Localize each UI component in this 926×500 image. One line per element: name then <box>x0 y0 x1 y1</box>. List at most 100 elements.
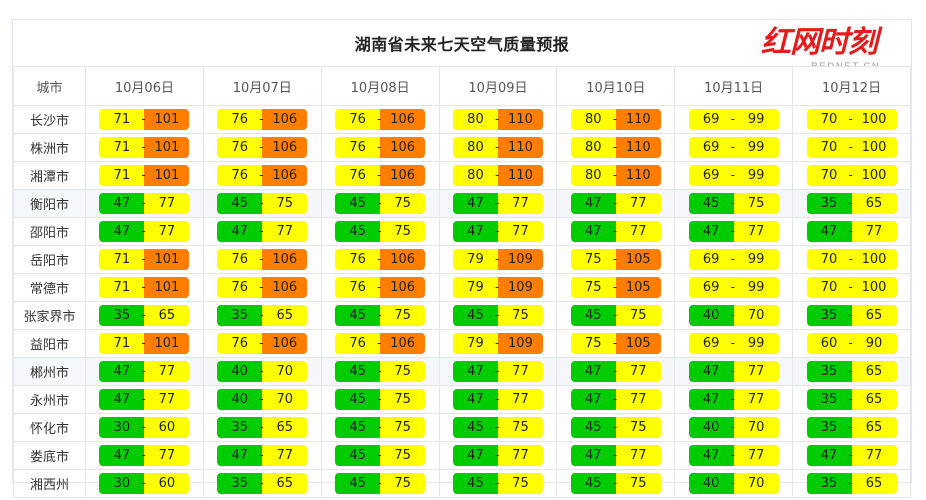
aqi-cell: 47 77 <box>792 217 911 246</box>
aqi-range-badge: 47 77 <box>99 445 190 466</box>
aqi-cell: 40 70 <box>674 469 794 498</box>
aqi-cell: 76 106 <box>320 105 440 134</box>
aqi-low-value: 76 <box>217 277 263 298</box>
aqi-cell: 47 77 <box>85 357 204 386</box>
aqi-cell: 70 100 <box>792 245 911 274</box>
aqi-low-value: 80 <box>570 165 616 186</box>
aqi-high-value: 60 <box>144 473 190 494</box>
aqi-high-value: 75 <box>497 417 543 438</box>
aqi-high-value: 75 <box>497 473 543 494</box>
aqi-range-badge: 79 109 <box>452 277 543 298</box>
aqi-high-value: 77 <box>262 221 308 242</box>
aqi-low-value: 71 <box>99 137 145 158</box>
aqi-high-value: 75 <box>615 473 661 494</box>
aqi-range-badge: 80 110 <box>452 137 543 158</box>
aqi-cell: 76 106 <box>202 329 322 358</box>
aqi-low-value: 40 <box>217 389 263 410</box>
aqi-cell: 45 75 <box>320 189 440 218</box>
aqi-high-value: 75 <box>380 473 426 494</box>
aqi-range-badge: 47 77 <box>217 221 308 242</box>
aqi-high-value: 65 <box>851 473 897 494</box>
aqi-range-badge: 45 75 <box>335 221 426 242</box>
aqi-cell: 71 101 <box>85 245 204 274</box>
aqi-low-value: 47 <box>452 445 498 466</box>
aqi-high-value: 110 <box>615 109 661 130</box>
aqi-cell: 76 106 <box>320 329 440 358</box>
aqi-range-badge: 45 75 <box>570 417 661 438</box>
aqi-range-badge: 47 77 <box>99 221 190 242</box>
aqi-low-value: 45 <box>452 473 498 494</box>
forecast-panel: 湖南省未来七天空气质量预报 红网时刻 REDNET.CN 城市 10月06日10… <box>12 19 912 498</box>
aqi-low-value: 45 <box>335 389 381 410</box>
aqi-cell: 69 99 <box>674 273 794 302</box>
aqi-high-value: 77 <box>144 193 190 214</box>
aqi-range-badge: 40 70 <box>688 417 779 438</box>
aqi-range-badge: 45 75 <box>688 193 779 214</box>
aqi-range-badge: 45 75 <box>335 193 426 214</box>
aqi-cell: 76 106 <box>320 273 440 302</box>
aqi-low-value: 80 <box>570 109 616 130</box>
table-row: 常德市 71 101 76 106 76 106 79 109 75 105 69 99 70 100 <box>13 273 911 302</box>
aqi-low-value: 35 <box>806 193 852 214</box>
aqi-cell: 40 70 <box>202 385 322 414</box>
aqi-low-value: 69 <box>688 137 734 158</box>
aqi-high-value: 75 <box>380 305 426 326</box>
aqi-cell: 45 75 <box>320 469 440 498</box>
aqi-range-badge: 47 77 <box>99 389 190 410</box>
aqi-high-value: 106 <box>262 249 308 270</box>
aqi-range-badge: 71 101 <box>99 165 190 186</box>
page-title: 湖南省未来七天空气质量预报 <box>354 35 570 54</box>
aqi-high-value: 65 <box>262 417 308 438</box>
city-name: 邵阳市 <box>13 217 86 246</box>
aqi-low-value: 70 <box>806 109 852 130</box>
aqi-low-value: 70 <box>806 137 852 158</box>
aqi-low-value: 30 <box>99 473 145 494</box>
aqi-cell: 47 77 <box>85 217 204 246</box>
aqi-low-value: 70 <box>806 277 852 298</box>
aqi-high-value: 77 <box>262 445 308 466</box>
aqi-low-value: 47 <box>99 221 145 242</box>
city-name: 湘西州 <box>13 469 86 498</box>
aqi-low-value: 45 <box>335 445 381 466</box>
aqi-range-badge: 35 65 <box>217 417 308 438</box>
aqi-high-value: 101 <box>144 333 190 354</box>
aqi-low-value: 45 <box>570 305 616 326</box>
aqi-range-badge: 69 99 <box>688 165 779 186</box>
aqi-low-value: 70 <box>806 165 852 186</box>
aqi-range-badge: 47 77 <box>570 361 661 382</box>
aqi-high-value: 65 <box>851 417 897 438</box>
aqi-low-value: 40 <box>217 361 263 382</box>
aqi-cell: 76 106 <box>320 161 440 190</box>
aqi-range-badge: 76 106 <box>217 249 308 270</box>
aqi-high-value: 75 <box>380 389 426 410</box>
aqi-cell: 70 100 <box>792 273 911 302</box>
aqi-high-value: 90 <box>851 333 897 354</box>
aqi-range-badge: 45 75 <box>452 473 543 494</box>
aqi-cell: 47 77 <box>556 357 676 386</box>
aqi-high-value: 75 <box>380 445 426 466</box>
aqi-range-badge: 76 106 <box>217 109 308 130</box>
aqi-low-value: 30 <box>99 417 145 438</box>
aqi-high-value: 106 <box>380 137 426 158</box>
aqi-cell: 35 65 <box>202 469 322 498</box>
aqi-cell: 45 75 <box>320 441 440 470</box>
aqi-low-value: 47 <box>570 389 616 410</box>
aqi-cell: 45 75 <box>556 413 676 442</box>
aqi-low-value: 47 <box>570 445 616 466</box>
aqi-cell: 47 77 <box>674 357 794 386</box>
aqi-cell: 45 75 <box>438 301 558 330</box>
aqi-cell: 76 106 <box>320 133 440 162</box>
aqi-range-badge: 45 75 <box>570 305 661 326</box>
aqi-high-value: 106 <box>262 333 308 354</box>
city-name: 郴州市 <box>13 357 86 386</box>
aqi-cell: 47 77 <box>556 189 676 218</box>
aqi-range-badge: 47 77 <box>688 445 779 466</box>
aqi-cell: 47 77 <box>438 385 558 414</box>
aqi-low-value: 40 <box>688 305 734 326</box>
aqi-low-value: 47 <box>99 193 145 214</box>
aqi-range-badge: 47 77 <box>688 389 779 410</box>
aqi-high-value: 70 <box>733 473 779 494</box>
aqi-high-value: 110 <box>497 165 543 186</box>
aqi-cell: 69 99 <box>674 161 794 190</box>
aqi-cell: 70 100 <box>792 105 911 134</box>
